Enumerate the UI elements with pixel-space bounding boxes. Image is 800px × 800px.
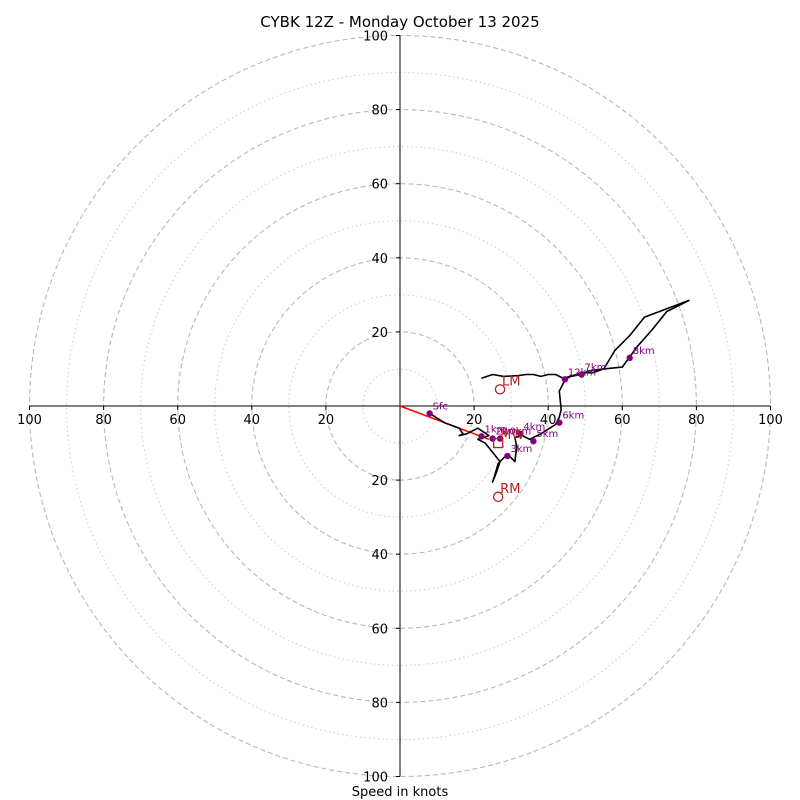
height-marker bbox=[626, 354, 633, 362]
x-tick-label: 100 bbox=[758, 413, 783, 428]
y-tick-label: 20 bbox=[371, 474, 388, 489]
height-label: 7km bbox=[585, 363, 607, 374]
x-tick-label: 20 bbox=[318, 413, 335, 428]
y-tick-label: 100 bbox=[363, 771, 388, 786]
height-label: Sfc bbox=[433, 401, 448, 412]
height-label: 12km bbox=[568, 367, 596, 378]
y-tick-label: 100 bbox=[363, 30, 388, 45]
height-marker bbox=[578, 371, 585, 378]
x-tick-label: 40 bbox=[244, 413, 261, 428]
height-marker bbox=[478, 433, 485, 440]
height-marker bbox=[556, 419, 563, 426]
storm-motion-label: LM bbox=[502, 374, 520, 389]
height-label: 8km bbox=[633, 346, 655, 357]
x-tick-label: 60 bbox=[169, 413, 186, 428]
x-tick-label: 20 bbox=[466, 413, 483, 428]
x-axis-label: Speed in knots bbox=[352, 785, 449, 800]
height-label: 6km bbox=[562, 411, 584, 422]
hodograph-trace bbox=[429, 299, 690, 483]
height-marker bbox=[426, 410, 433, 417]
height-label: 10km bbox=[503, 427, 531, 438]
y-tick-label: 80 bbox=[371, 104, 388, 119]
height-label: 1km bbox=[485, 424, 507, 435]
height-marker bbox=[561, 376, 569, 383]
height-label: 2km bbox=[496, 427, 518, 438]
x-tick-label: 40 bbox=[540, 413, 557, 428]
height-label: 3km bbox=[510, 444, 532, 455]
chart-title: CYBK 12Z - Monday October 13 2025 bbox=[260, 13, 539, 31]
height-label: 5km bbox=[536, 429, 558, 440]
storm-motion-label: RM bbox=[500, 482, 520, 497]
x-tick-label: 60 bbox=[614, 413, 631, 428]
x-tick-label: 80 bbox=[95, 413, 112, 428]
height-label: 4km bbox=[523, 422, 545, 433]
storm-motion-label: MW bbox=[500, 428, 524, 443]
y-tick-label: 20 bbox=[371, 326, 388, 341]
mean-wind-marker bbox=[493, 437, 504, 449]
y-tick-label: 60 bbox=[371, 178, 388, 193]
height-marker bbox=[517, 430, 524, 437]
y-tick-label: 40 bbox=[371, 252, 388, 267]
y-tick-label: 80 bbox=[371, 696, 388, 711]
height-marker bbox=[504, 452, 511, 460]
storm-motion-marker bbox=[492, 491, 504, 503]
storm-motion-marker bbox=[494, 384, 506, 395]
x-tick-label: 80 bbox=[688, 413, 705, 428]
y-tick-label: 40 bbox=[371, 548, 388, 563]
x-tick-label: 100 bbox=[17, 413, 42, 428]
height-marker bbox=[530, 437, 537, 445]
y-tick-label: 60 bbox=[371, 622, 388, 637]
